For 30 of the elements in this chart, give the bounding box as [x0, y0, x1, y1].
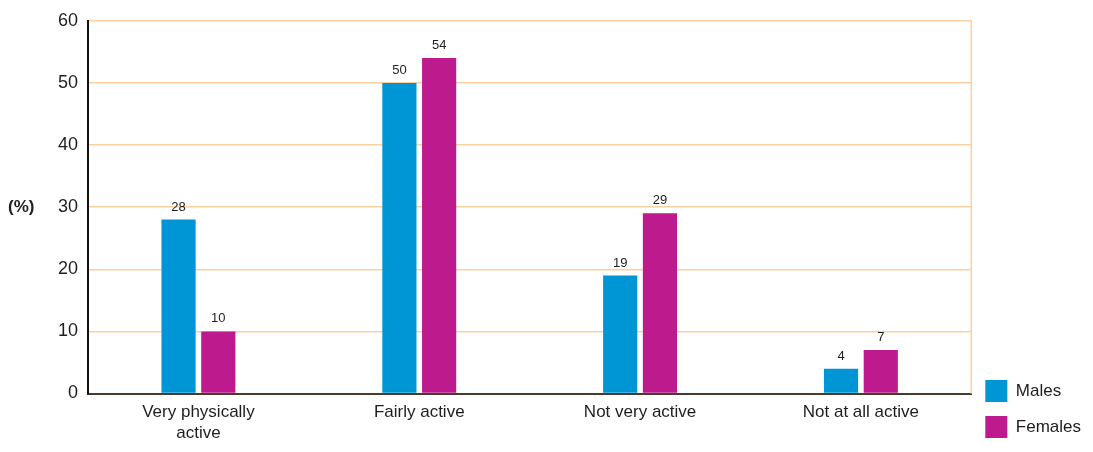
- data-label: 19: [612, 254, 628, 270]
- data-label: 4: [837, 347, 845, 363]
- y-tick-label: 20: [57, 258, 79, 279]
- bar: [863, 350, 898, 393]
- legend-label: Males: [1015, 380, 1062, 400]
- y-tick-label: 10: [57, 320, 79, 341]
- bar: [642, 213, 678, 393]
- bar: [823, 368, 859, 393]
- legend-label: Females: [1015, 416, 1081, 436]
- x-tick-label: Very physically active: [142, 401, 256, 443]
- y-tick-label: 0: [68, 382, 79, 403]
- y-tick-label: 30: [57, 196, 79, 217]
- data-label: 10: [211, 310, 226, 326]
- bar: [201, 331, 236, 393]
- data-label: 29: [652, 192, 668, 208]
- bar: [382, 82, 417, 393]
- data-label: 54: [431, 37, 447, 53]
- bar: [603, 275, 638, 393]
- x-tick-label: Not at all active: [802, 401, 920, 421]
- x-tick-label: Not very active: [583, 401, 697, 421]
- data-label: 50: [392, 61, 407, 77]
- data-label: 7: [877, 329, 885, 345]
- y-tick-label: 60: [57, 9, 79, 30]
- x-tick-label: Fairly active: [373, 401, 465, 421]
- y-tick-label: 40: [57, 134, 79, 154]
- y-tick-label: 50: [57, 71, 79, 92]
- bar: [161, 219, 196, 393]
- bar: [422, 58, 457, 393]
- data-label: 28: [171, 198, 186, 214]
- y-axis-title: (%): [8, 196, 35, 216]
